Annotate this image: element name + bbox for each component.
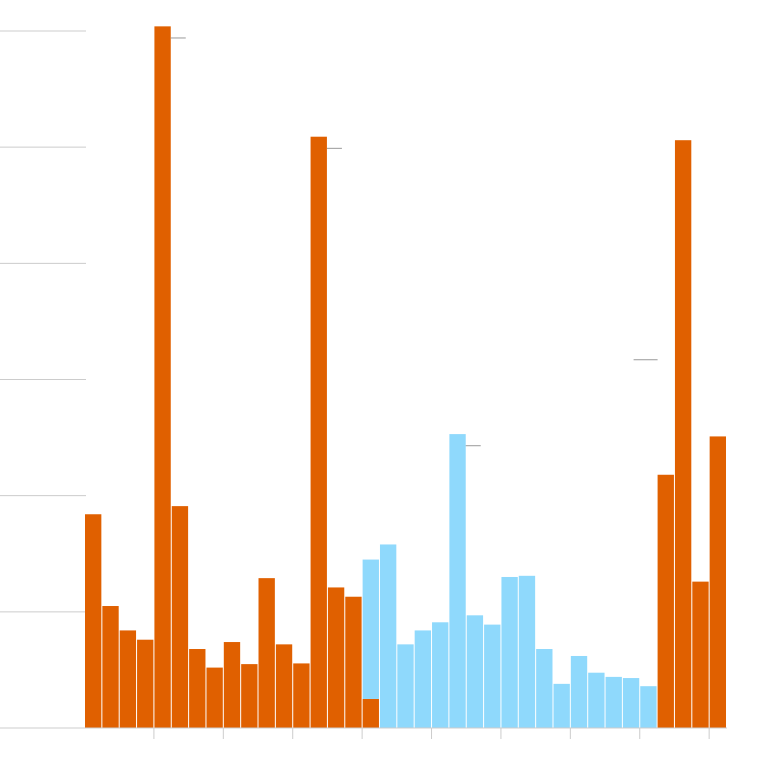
bar-blue xyxy=(449,434,466,728)
bar-orange xyxy=(258,578,275,728)
bar-blue xyxy=(362,559,379,699)
bar-blue xyxy=(622,678,640,728)
bar-orange xyxy=(674,140,692,728)
x-axis xyxy=(0,727,727,739)
bar-blue xyxy=(536,649,553,728)
bar-orange xyxy=(310,136,327,728)
bar-blue xyxy=(518,575,536,728)
bar-orange xyxy=(189,649,206,728)
bar-orange xyxy=(171,506,189,728)
bar-orange xyxy=(327,587,345,728)
bar-blue xyxy=(501,576,518,728)
bar-orange xyxy=(119,630,137,728)
bar-blue xyxy=(640,686,657,728)
bar-blue xyxy=(397,644,414,728)
bar-orange xyxy=(275,644,293,728)
bar-blue xyxy=(414,630,432,728)
gridlines xyxy=(0,30,86,729)
bar-blue xyxy=(379,544,397,728)
bar-orange xyxy=(206,667,223,728)
bar-orange xyxy=(154,26,171,729)
value-markers xyxy=(170,37,658,447)
bar-blue xyxy=(588,672,605,728)
bar-blue xyxy=(570,655,588,728)
bar-blue xyxy=(605,676,622,728)
bar-orange xyxy=(709,436,726,728)
bar-orange xyxy=(345,596,362,728)
bar-blue xyxy=(484,624,501,728)
bar-orange xyxy=(241,664,258,728)
bar-orange xyxy=(362,698,379,728)
bar-orange xyxy=(657,474,674,728)
bar-orange xyxy=(223,642,241,728)
bar-orange xyxy=(692,581,709,728)
bar-orange xyxy=(293,663,310,728)
bar-orange xyxy=(85,514,102,728)
bar-orange xyxy=(137,639,154,728)
bar-orange xyxy=(102,606,119,728)
bar-blue xyxy=(553,683,570,728)
bar-blue xyxy=(432,622,449,728)
bar-blue xyxy=(466,615,484,728)
bars xyxy=(85,26,726,729)
